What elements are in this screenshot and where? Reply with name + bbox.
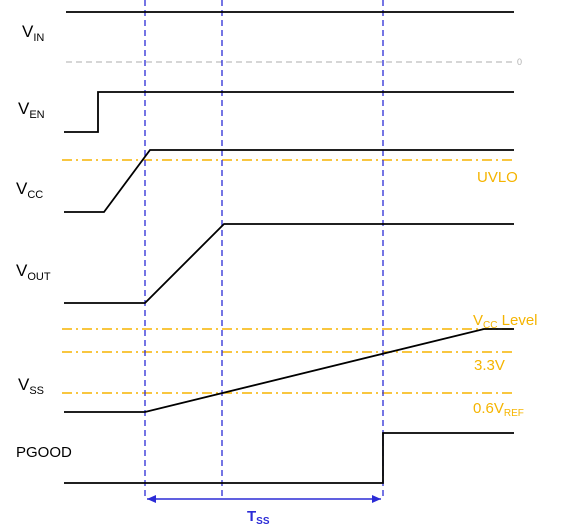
vcc-label: VCC [16, 179, 43, 201]
pgood-label: PGOOD [16, 444, 72, 461]
vin-label: VIN [22, 22, 44, 44]
3v3-label: 3.3V [474, 357, 505, 374]
ven-trace [64, 91, 514, 133]
vcc-level-label: VCC Level [473, 312, 538, 331]
vout-label: VOUT [16, 261, 51, 283]
pgood-trace [64, 432, 514, 484]
vss-label: VSS [18, 375, 44, 397]
vout-trace [64, 223, 514, 304]
vss-trace [64, 328, 514, 413]
uvlo-label: UVLO [477, 169, 518, 186]
ven-label: VEN [18, 99, 45, 121]
0v6-ref-label: 0.6VREF [473, 400, 524, 419]
tss-label: TSS [247, 508, 270, 525]
vcc-trace [64, 149, 514, 213]
zero-label: 0 [517, 57, 522, 67]
